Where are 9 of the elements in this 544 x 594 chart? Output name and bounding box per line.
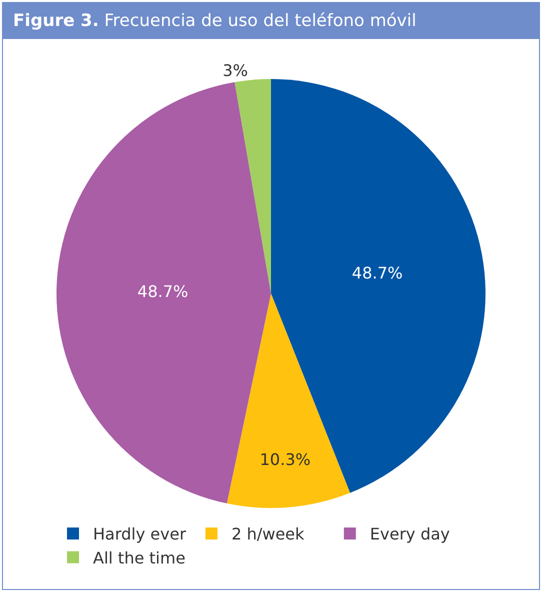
data-label: 48.7% xyxy=(352,264,403,283)
legend-label: All the time xyxy=(93,548,186,568)
data-label: 3% xyxy=(222,60,248,80)
chart-title: Figure 3. Frecuencia de uso del teléfono móvil xyxy=(3,3,539,39)
legend-label: 2 h/week xyxy=(231,524,306,544)
legend-label: Hardly ever xyxy=(93,524,186,544)
data-label: 10.3% xyxy=(260,450,311,469)
legend-label: Every day xyxy=(370,524,450,544)
data-label: 48.7% xyxy=(137,282,188,302)
